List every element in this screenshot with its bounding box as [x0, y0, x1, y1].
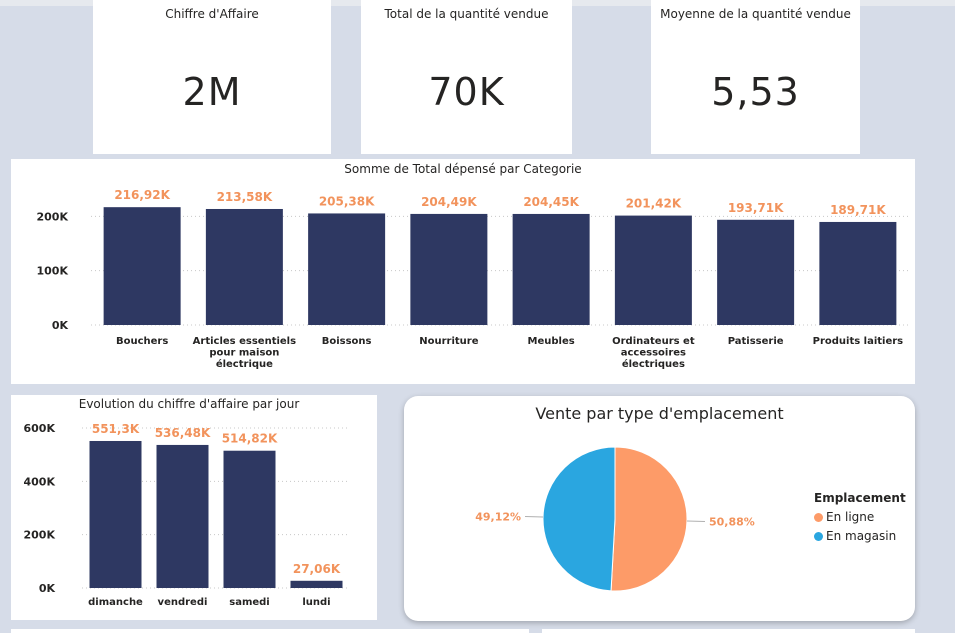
x-tick-label: Ordinateurs et accessoires électriques	[612, 336, 695, 370]
data-label: 193,71K	[728, 201, 784, 215]
pie-chart-card: Vente par type d'emplacement 50,88% 49,12…	[404, 396, 915, 621]
data-label: 551,3K	[92, 422, 140, 436]
x-tick-line: Produits laitiers	[813, 336, 904, 347]
x-tick-label: Nourriture	[419, 336, 478, 347]
pie-chart: 50,88% 49,12%	[475, 446, 755, 592]
kpi-value: 2M	[182, 70, 242, 114]
kpi-card-chiffre-affaire: Chiffre d'Affaire 2M	[93, 0, 331, 154]
bar[interactable]	[308, 213, 386, 325]
data-label: 189,71K	[830, 203, 886, 217]
bar[interactable]	[103, 207, 181, 325]
x-tick-line: Nourriture	[419, 336, 478, 347]
day-chart-card: Evolution du chiffre d'affaire par jour …	[11, 395, 377, 620]
x-tick-line: dimanche	[88, 597, 143, 608]
pie-slice[interactable]	[610, 446, 688, 592]
bar[interactable]	[819, 221, 897, 325]
category-bar-chart: 0K 100K 200K 216,92K Bouchers 213,58K Articles…	[37, 188, 909, 370]
x-tick-line: lundi	[302, 597, 330, 608]
legend-dot-en-ligne	[814, 512, 823, 522]
kpi-title: Moyenne de la quantité vendue	[660, 7, 851, 21]
data-label: 213,58K	[217, 190, 273, 204]
pie-chart-title: Vente par type d'emplacement	[535, 404, 784, 423]
x-tick-label: dimanche	[88, 597, 143, 608]
kpi-title: Chiffre d'Affaire	[165, 7, 259, 21]
y-tick-label: 600K	[24, 422, 56, 435]
y-tick-label: 200K	[37, 210, 69, 223]
y-tick-label: 200K	[24, 529, 56, 542]
data-label: 204,45K	[523, 195, 579, 209]
slice-label: 50,88%	[709, 515, 755, 528]
y-tick-label: 100K	[37, 265, 69, 278]
x-tick-line: Ordinateurs et	[612, 336, 695, 347]
x-tick-line: électrique	[216, 358, 273, 370]
x-tick-label: samedi	[229, 597, 270, 608]
legend-item-en-magasin[interactable]: En magasin	[814, 529, 906, 543]
y-tick-label: 400K	[24, 475, 56, 488]
kpi-card-total-quantite: Total de la quantité vendue 70K	[361, 0, 572, 154]
day-chart-title: Evolution du chiffre d'affaire par jour	[78, 397, 300, 411]
kpi-value: 70K	[428, 70, 505, 114]
bar[interactable]	[223, 450, 276, 588]
bar[interactable]	[205, 208, 283, 325]
kpi-card-moyenne-quantite: Moyenne de la quantité vendue 5,53	[651, 0, 860, 154]
x-tick-line: électriques	[622, 358, 685, 370]
x-tick-line: Boissons	[322, 336, 372, 347]
bar[interactable]	[512, 213, 590, 325]
data-label: 205,38K	[319, 194, 375, 208]
x-tick-label: Boissons	[322, 336, 372, 347]
legend-label: En magasin	[826, 529, 897, 543]
x-tick-line: Meubles	[528, 336, 575, 347]
data-label: 204,49K	[421, 195, 477, 209]
x-tick-line: samedi	[229, 597, 270, 608]
data-label: 201,42K	[626, 197, 682, 211]
bar[interactable]	[614, 215, 692, 325]
pie-slice[interactable]	[542, 446, 616, 592]
slice-label: 49,12%	[475, 511, 521, 524]
x-tick-label: Produits laitiers	[813, 336, 904, 347]
bar[interactable]	[290, 580, 343, 588]
bottom-card-right	[542, 629, 915, 633]
y-tick-label: 0K	[52, 319, 69, 332]
legend-title: Emplacement	[814, 491, 906, 505]
x-tick-line: pour maison	[209, 348, 279, 359]
x-tick-line: Patisserie	[728, 336, 784, 347]
legend-item-en-ligne[interactable]: En ligne	[814, 510, 906, 524]
x-tick-label: Articles essentiels pour maison électrique	[193, 336, 296, 370]
data-label: 216,92K	[114, 188, 170, 202]
data-label: 514,82K	[222, 432, 278, 446]
category-chart-card: Somme de Total dépensé par Categorie 0K 1…	[11, 159, 915, 384]
category-chart-title: Somme de Total dépensé par Categorie	[344, 162, 582, 176]
day-bar-chart: 0K 200K 400K 600K 551,3K dimanche 536,48K vendr…	[24, 422, 350, 608]
pie-legend: Emplacement En ligne En magasin	[814, 491, 906, 548]
x-tick-label: Patisserie	[728, 336, 784, 347]
x-tick-label: vendredi	[158, 597, 208, 608]
bar[interactable]	[717, 219, 795, 325]
x-tick-line: vendredi	[158, 597, 208, 608]
kpi-value: 5,53	[711, 70, 800, 114]
bar[interactable]	[410, 213, 488, 325]
x-tick-line: Bouchers	[116, 336, 168, 347]
bottom-card-left	[11, 629, 529, 633]
y-tick-label: 0K	[39, 582, 56, 595]
data-label: 536,48K	[155, 426, 211, 440]
bar[interactable]	[89, 440, 142, 588]
x-tick-label: Bouchers	[116, 336, 168, 347]
x-tick-line: Articles essentiels	[193, 336, 296, 347]
x-tick-label: lundi	[302, 597, 330, 608]
legend-dot-en-magasin	[814, 531, 823, 541]
x-tick-label: Meubles	[528, 336, 575, 347]
bar[interactable]	[156, 444, 209, 588]
legend-label: En ligne	[826, 510, 875, 524]
x-tick-line: accessoires	[621, 348, 686, 359]
kpi-title: Total de la quantité vendue	[384, 7, 549, 21]
data-label: 27,06K	[293, 562, 341, 576]
